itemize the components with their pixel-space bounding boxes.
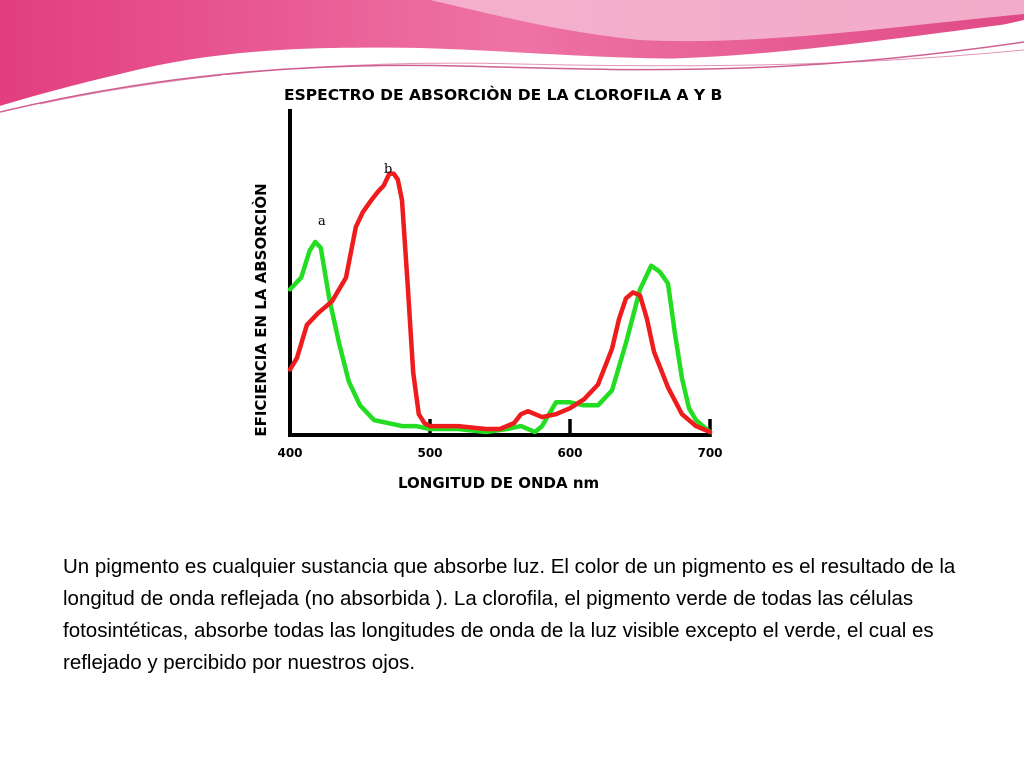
x-tick-label-600: 600: [557, 446, 582, 460]
series-annotation-b: b: [384, 162, 392, 177]
header-swoosh-decoration: [0, 0, 1024, 116]
x-axis-tick-labels: 400 500 600 700: [277, 446, 722, 460]
caption-paragraph: Un pigmento es cualquier sustancia que a…: [63, 555, 956, 674]
series-layer: [287, 171, 713, 435]
header-white-swoosh: [0, 20, 1024, 116]
series-annotation-a: a: [318, 214, 326, 229]
header-light-sweep: [430, 0, 1024, 42]
x-tick-label-700: 700: [697, 446, 722, 460]
header-thin-line: [0, 41, 1024, 113]
chart-title: ESPECTRO DE ABSORCIÒN DE LA CLOROFILA A …: [284, 85, 722, 104]
series-line-a: [287, 239, 713, 435]
x-tick-label-500: 500: [417, 446, 442, 460]
x-tick-label-400: 400: [277, 446, 302, 460]
series-line-b: [287, 171, 713, 435]
chart-figure: ESPECTRO DE ABSORCIÒN DE LA CLOROFILA A …: [222, 75, 785, 527]
x-axis-label: LONGITUD DE ONDA nm: [398, 474, 599, 492]
absorption-spectrum-chart: ESPECTRO DE ABSORCIÒN DE LA CLOROFILA A …: [251, 85, 723, 492]
header-thin-line-2: [39, 49, 1024, 105]
y-axis-label: EFICIENCIA EN LA ABSORCIÒN: [251, 183, 270, 436]
